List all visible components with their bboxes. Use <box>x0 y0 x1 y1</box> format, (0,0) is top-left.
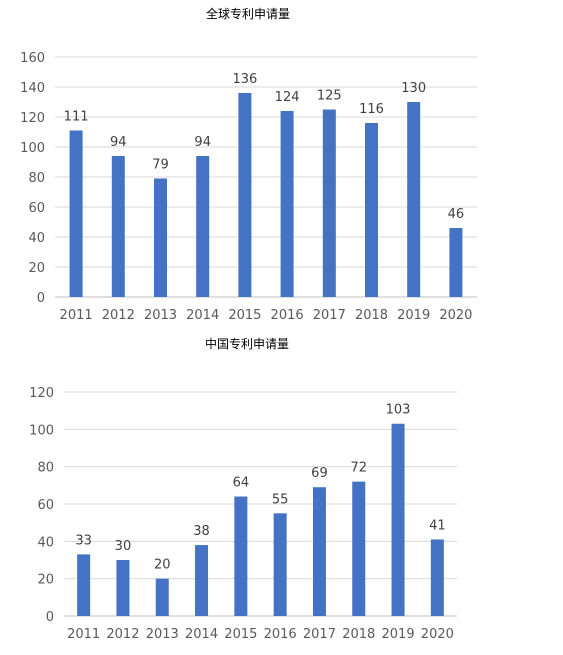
y-tick-label: 60 <box>37 498 54 513</box>
x-tick-label: 2012 <box>106 627 139 642</box>
x-tick-label: 2018 <box>355 308 388 323</box>
china-patent-chart-svg: 中国专利申请量 02040608010012033201130201220201… <box>29 336 457 642</box>
data-label: 103 <box>386 403 411 418</box>
data-label: 20 <box>154 558 171 573</box>
data-label: 125 <box>317 89 342 104</box>
x-tick-label: 2016 <box>271 308 304 323</box>
bar <box>407 102 421 297</box>
x-tick-label: 2013 <box>146 627 179 642</box>
bar <box>238 93 252 297</box>
y-tick-label: 80 <box>28 171 45 186</box>
bar <box>77 554 91 616</box>
y-tick-label: 120 <box>29 386 54 401</box>
y-tick-label: 40 <box>37 535 54 550</box>
data-label: 41 <box>429 518 446 533</box>
x-tick-label: 2016 <box>264 627 297 642</box>
bar <box>322 109 336 297</box>
y-tick-label: 100 <box>29 423 54 438</box>
data-label: 136 <box>232 72 257 87</box>
chart-title: 全球专利申请量 <box>206 6 290 21</box>
y-tick-label: 160 <box>20 51 45 66</box>
data-label: 130 <box>401 81 426 96</box>
data-label: 94 <box>110 135 127 150</box>
x-tick-label: 2015 <box>228 308 261 323</box>
bar <box>69 130 83 297</box>
global-patent-chart: 全球专利申请量 0 20 40 60 80 100 120 140 160 111 2011 94 20… <box>20 6 477 323</box>
y-tick-label: 0 <box>37 291 45 306</box>
y-tick-label: 80 <box>37 461 54 476</box>
x-tick-label: 2011 <box>67 627 100 642</box>
x-tick-label: 2017 <box>303 627 336 642</box>
data-label: 116 <box>359 102 384 117</box>
x-tick-label: 2017 <box>313 308 346 323</box>
x-tick-label: 2012 <box>102 308 135 323</box>
data-label: 69 <box>311 466 328 481</box>
data-label: 46 <box>448 207 465 222</box>
y-tick-label: 100 <box>20 141 45 156</box>
bar <box>116 560 130 616</box>
y-tick-label: 140 <box>20 81 45 96</box>
x-tick-label: 2020 <box>421 627 454 642</box>
x-tick-label: 2018 <box>342 627 375 642</box>
bar <box>196 156 210 297</box>
bar <box>365 123 378 297</box>
y-tick-label: 120 <box>20 111 45 126</box>
data-label: 64 <box>233 476 250 491</box>
bar <box>430 539 444 616</box>
x-tick-label: 2013 <box>144 308 177 323</box>
china-patent-chart: 中国专利申请量 0 20 40 60 80 100 120 33 2011 30 2012 20 201… <box>0 330 563 655</box>
y-tick-label: 40 <box>28 231 45 246</box>
bar <box>195 545 209 616</box>
bar <box>449 228 463 297</box>
x-tick-label: 2020 <box>439 308 472 323</box>
bar <box>273 513 287 616</box>
x-tick-label: 2014 <box>185 627 218 642</box>
data-label: 55 <box>272 492 289 507</box>
bar <box>234 496 248 616</box>
data-label: 94 <box>194 135 211 150</box>
data-label: 30 <box>115 539 132 554</box>
data-label: 111 <box>64 110 89 125</box>
y-tick-label: 20 <box>37 573 54 588</box>
y-tick-label: 60 <box>28 201 45 216</box>
data-label: 79 <box>152 158 169 173</box>
chart-title: 中国专利申请量 <box>205 336 289 351</box>
x-tick-label: 2015 <box>224 627 257 642</box>
bar <box>155 578 169 616</box>
x-tick-label: 2014 <box>186 308 219 323</box>
bar <box>154 178 167 297</box>
global-patent-chart-svg: 全球专利申请量 0 20 40 60 80 100 120 140 160 111 2011 94 20… <box>20 6 477 323</box>
bar <box>111 156 125 297</box>
y-tick-label: 0 <box>46 610 54 625</box>
x-tick-label: 2011 <box>60 308 93 323</box>
bar <box>280 111 294 297</box>
data-label: 72 <box>350 461 367 476</box>
x-tick-label: 2019 <box>382 627 415 642</box>
bar <box>352 481 366 616</box>
bar <box>312 487 326 616</box>
bar <box>391 423 405 616</box>
data-label: 38 <box>193 524 210 539</box>
data-label: 124 <box>275 90 300 105</box>
y-tick-label: 20 <box>28 261 45 276</box>
data-label: 33 <box>75 533 92 548</box>
x-tick-label: 2019 <box>397 308 430 323</box>
